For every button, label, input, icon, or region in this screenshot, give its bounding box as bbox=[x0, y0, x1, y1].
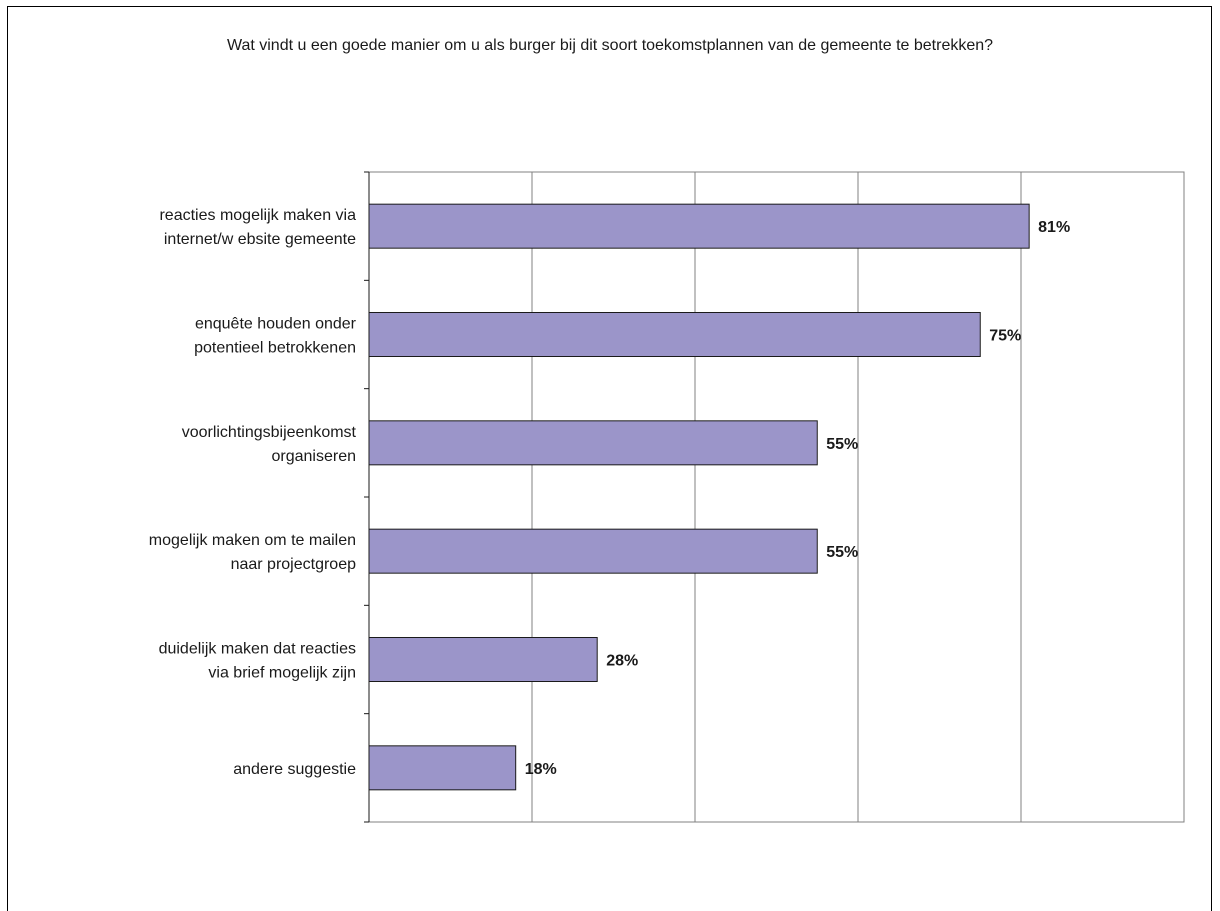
bar-value-label: 81% bbox=[1038, 219, 1070, 236]
bar bbox=[368, 637, 598, 682]
bar-value-label: 55% bbox=[826, 544, 858, 561]
bar-value-label: 55% bbox=[826, 436, 858, 453]
plot-area: 81% reacties mogelijk maken via internet/w… bbox=[149, 171, 1185, 823]
bar bbox=[368, 528, 818, 574]
category-label: enquête houden onder potentieel betrokken… bbox=[194, 316, 357, 357]
category-label: duidelijk maken dat reacties via brief mo… bbox=[159, 641, 356, 682]
bar bbox=[368, 203, 1030, 249]
bar bbox=[368, 312, 981, 357]
category-label: voorlichtingsbijeenkomst organiseren bbox=[182, 424, 357, 465]
bar-value-label: 75% bbox=[989, 328, 1021, 345]
bar-value-label: 18% bbox=[525, 761, 557, 778]
category-label: reacties mogelijk maken via internet/w eb… bbox=[159, 207, 356, 248]
category-label: andere suggestie bbox=[233, 761, 356, 778]
bar bbox=[368, 420, 818, 466]
bar bbox=[368, 745, 517, 791]
plot-border bbox=[368, 171, 1185, 823]
bar-value-label: 28% bbox=[606, 653, 638, 670]
category-label: mogelijk maken om te mailen naar projectg… bbox=[149, 532, 356, 573]
chart-title: Wat vindt u een goede manier om u als bu… bbox=[226, 37, 994, 54]
